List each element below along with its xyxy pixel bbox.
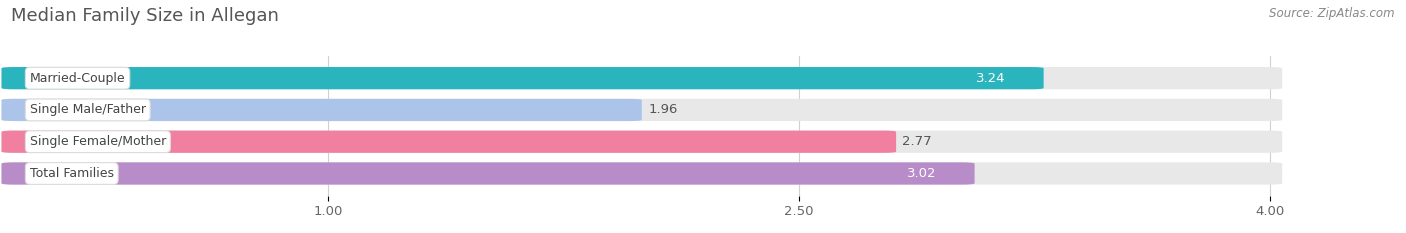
Text: 3.24: 3.24: [977, 72, 1005, 85]
FancyBboxPatch shape: [1, 130, 896, 153]
FancyBboxPatch shape: [1, 99, 643, 121]
Text: Source: ZipAtlas.com: Source: ZipAtlas.com: [1270, 7, 1395, 20]
FancyBboxPatch shape: [1, 162, 1282, 185]
Text: Median Family Size in Allegan: Median Family Size in Allegan: [11, 7, 280, 25]
FancyBboxPatch shape: [1, 99, 1282, 121]
FancyBboxPatch shape: [1, 67, 1043, 89]
Text: Total Families: Total Families: [30, 167, 114, 180]
Text: Single Female/Mother: Single Female/Mother: [30, 135, 166, 148]
Text: 1.96: 1.96: [648, 103, 678, 116]
FancyBboxPatch shape: [1, 162, 974, 185]
FancyBboxPatch shape: [1, 67, 1282, 89]
Text: 3.02: 3.02: [907, 167, 936, 180]
Text: 2.77: 2.77: [903, 135, 932, 148]
FancyBboxPatch shape: [1, 130, 1282, 153]
Text: Single Male/Father: Single Male/Father: [30, 103, 146, 116]
Text: Married-Couple: Married-Couple: [30, 72, 125, 85]
